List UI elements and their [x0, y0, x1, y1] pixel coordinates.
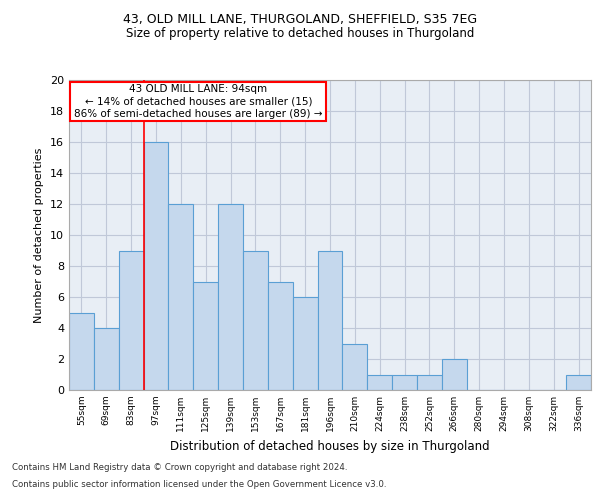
Bar	[367, 374, 392, 390]
Bar	[317, 250, 343, 390]
Bar	[442, 359, 467, 390]
Text: Size of property relative to detached houses in Thurgoland: Size of property relative to detached ho…	[126, 28, 474, 40]
Bar	[169, 204, 193, 390]
X-axis label: Distribution of detached houses by size in Thurgoland: Distribution of detached houses by size …	[170, 440, 490, 452]
Text: Contains public sector information licensed under the Open Government Licence v3: Contains public sector information licen…	[12, 480, 386, 489]
Y-axis label: Number of detached properties: Number of detached properties	[34, 148, 44, 322]
Bar	[70, 82, 326, 121]
Bar	[218, 204, 243, 390]
Bar	[243, 250, 268, 390]
Bar	[343, 344, 367, 390]
Text: 43 OLD MILL LANE: 94sqm: 43 OLD MILL LANE: 94sqm	[129, 84, 268, 94]
Bar	[268, 282, 293, 390]
Bar	[69, 312, 94, 390]
Text: 86% of semi-detached houses are larger (89) →: 86% of semi-detached houses are larger (…	[74, 109, 323, 119]
Bar	[193, 282, 218, 390]
Bar	[417, 374, 442, 390]
Bar	[94, 328, 119, 390]
Text: ← 14% of detached houses are smaller (15): ← 14% of detached houses are smaller (15…	[85, 96, 312, 106]
Bar	[566, 374, 591, 390]
Text: Contains HM Land Registry data © Crown copyright and database right 2024.: Contains HM Land Registry data © Crown c…	[12, 464, 347, 472]
Bar	[119, 250, 143, 390]
Bar	[293, 297, 317, 390]
Text: 43, OLD MILL LANE, THURGOLAND, SHEFFIELD, S35 7EG: 43, OLD MILL LANE, THURGOLAND, SHEFFIELD…	[123, 12, 477, 26]
Bar	[143, 142, 169, 390]
Bar	[392, 374, 417, 390]
